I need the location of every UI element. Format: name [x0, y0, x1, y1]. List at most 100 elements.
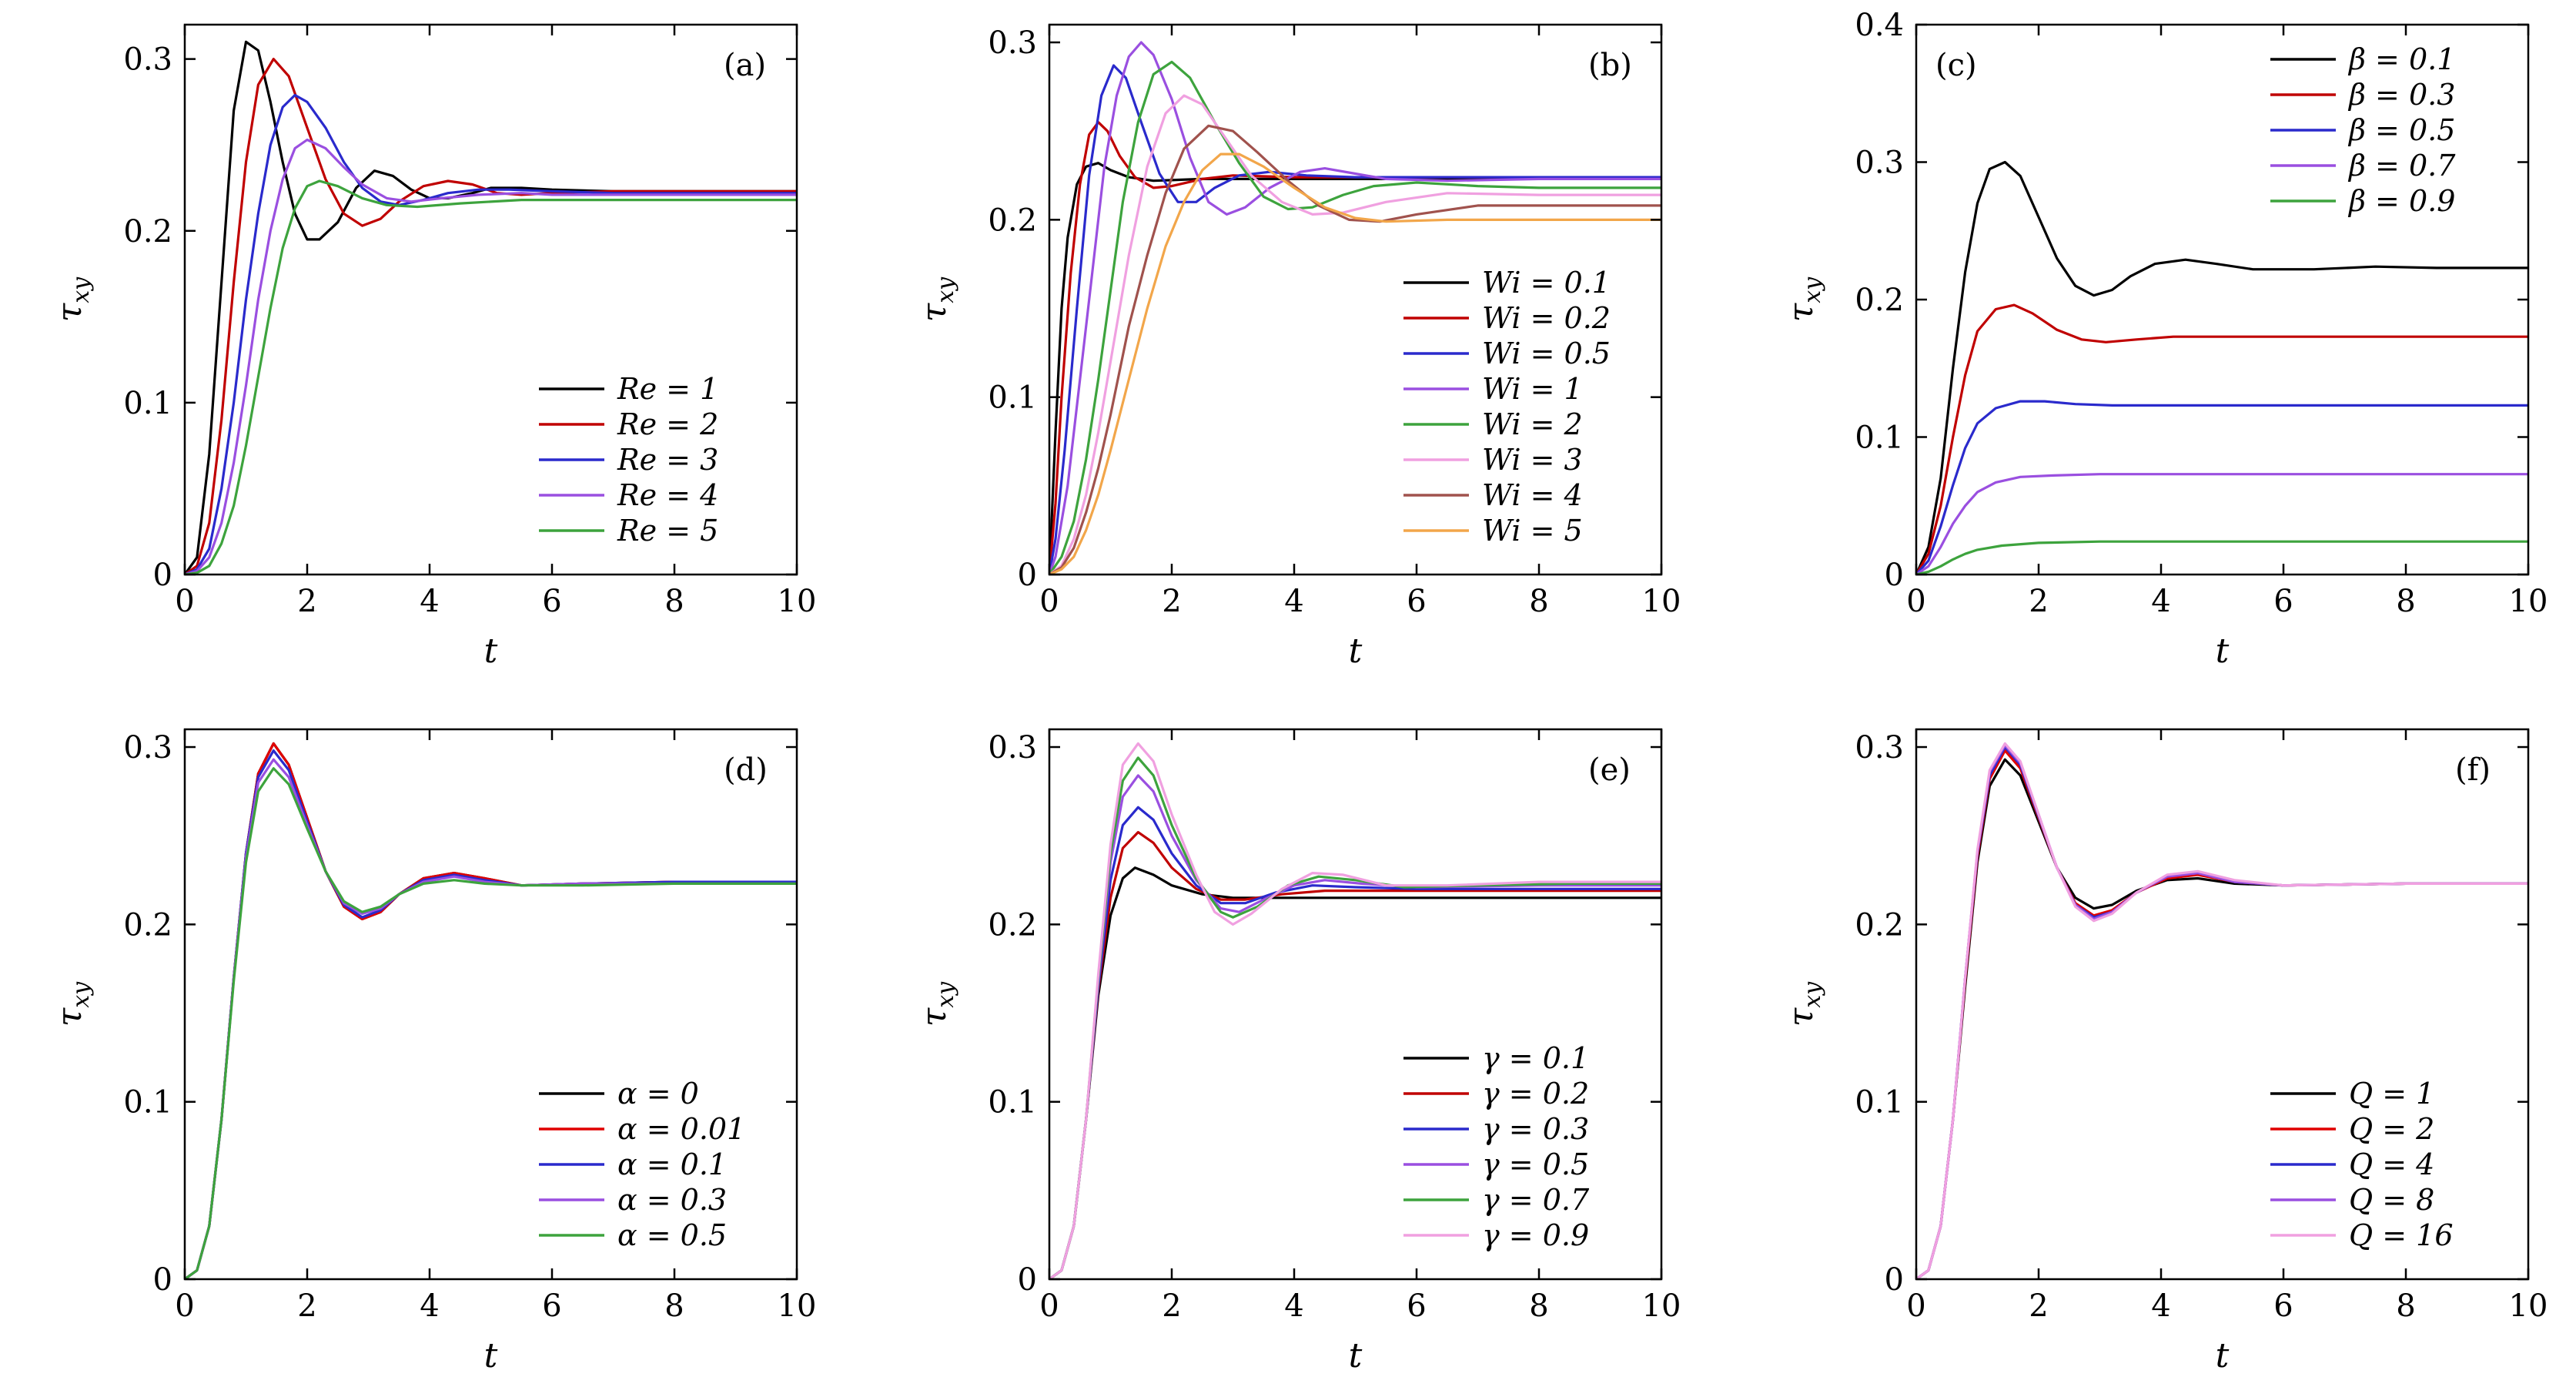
- y-tick-label: 0.2: [123, 214, 172, 250]
- series-group: [1916, 742, 2528, 1279]
- x-tick-label: 8: [2396, 1288, 2415, 1324]
- legend-label: β = 0.7: [2347, 149, 2456, 183]
- series-line-8: [1049, 152, 1661, 575]
- legend-label: β = 0.3: [2347, 78, 2455, 112]
- y-tick-label: 0.1: [1855, 1085, 1904, 1121]
- legend-label: Wi = 4: [1482, 478, 1583, 512]
- x-tick-label: 2: [297, 1288, 316, 1324]
- series-line-6: [1049, 94, 1661, 575]
- series-line-6: [1049, 742, 1661, 1279]
- series-line-5: [1049, 60, 1661, 575]
- y-tick-label: 0.3: [1855, 146, 1904, 181]
- x-tick-label: 10: [2509, 584, 2548, 619]
- y-tick-label: 0: [1018, 558, 1037, 593]
- x-tick-label: 0: [1906, 584, 1925, 619]
- x-tick-label: 2: [1162, 584, 1181, 619]
- series-group: [185, 742, 797, 1279]
- panel-tag: (c): [1935, 48, 1977, 83]
- legend-label: Q = 2: [2349, 1112, 2434, 1146]
- x-axis-label: t: [484, 1336, 498, 1375]
- x-tick-label: 2: [2029, 1288, 2048, 1324]
- y-tick-label: 0.4: [1855, 8, 1904, 43]
- x-tick-label: 10: [2509, 1288, 2548, 1324]
- x-tick-label: 6: [2273, 584, 2293, 619]
- plot-frame: [1048, 728, 1663, 1281]
- x-axis-label: t: [2216, 1336, 2230, 1375]
- legend-label: Wi = 0.5: [1482, 337, 1611, 370]
- y-axis-label: τxy: [915, 276, 959, 322]
- x-tick-label: 2: [2029, 584, 2048, 619]
- y-tick-label: 0.1: [988, 1085, 1037, 1121]
- legend-label: Re = 5: [617, 514, 718, 548]
- series-line-5: [185, 767, 797, 1279]
- series-line-7: [1049, 124, 1661, 575]
- legend-label: Wi = 0.2: [1482, 301, 1611, 335]
- x-tick-label: 4: [420, 1288, 439, 1324]
- x-tick-label: 0: [1039, 1288, 1059, 1324]
- legend: γ = 0.1γ = 0.2γ = 0.3γ = 0.5γ = 0.7γ = 0…: [1403, 1041, 1590, 1252]
- legend-label: α = 0.01: [617, 1112, 745, 1146]
- legend-label: γ = 0.2: [1482, 1077, 1589, 1111]
- panel-tag: (a): [724, 48, 766, 83]
- y-axis-label: τxy: [1781, 981, 1826, 1027]
- series-line-3: [185, 93, 797, 575]
- y-tick-label: 0: [153, 1262, 172, 1298]
- y-axis-label: τxy: [1781, 276, 1826, 322]
- x-tick-label: 0: [1039, 584, 1059, 619]
- panel-tag: (d): [724, 752, 768, 788]
- plot-frame: [1048, 23, 1663, 576]
- x-tick-label: 2: [1162, 1288, 1181, 1324]
- legend-label: Wi = 5: [1482, 514, 1583, 548]
- x-tick-label: 2: [297, 584, 316, 619]
- series-line-1: [1916, 160, 2528, 575]
- legend-label: Q = 4: [2349, 1147, 2434, 1181]
- x-tick-label: 0: [1906, 1288, 1925, 1324]
- y-tick-label: 0.3: [123, 42, 172, 78]
- y-tick-label: 0.1: [123, 386, 172, 421]
- y-tick-label: 0.2: [123, 907, 172, 943]
- legend-label: α = 0.3: [617, 1183, 727, 1217]
- series-line-4: [1049, 41, 1661, 575]
- plot-frame: [183, 23, 798, 576]
- legend-label: Wi = 2: [1482, 407, 1583, 441]
- legend-label: β = 0.1: [2347, 42, 2455, 76]
- legend-label: Re = 4: [617, 478, 718, 512]
- series-line-4: [185, 138, 797, 575]
- x-tick-label: 0: [175, 584, 194, 619]
- x-tick-label: 4: [2151, 584, 2170, 619]
- y-tick-label: 0: [1018, 1262, 1037, 1298]
- y-tick-label: 0.1: [123, 1085, 172, 1121]
- series-line-4: [1916, 473, 2528, 575]
- x-tick-label: 8: [664, 584, 684, 619]
- x-axis-label: t: [1349, 1336, 1363, 1375]
- x-tick-label: 4: [1284, 1288, 1303, 1324]
- legend-label: Re = 2: [617, 407, 718, 441]
- legend-label: Q = 16: [2349, 1218, 2454, 1252]
- y-tick-label: 0: [1885, 558, 1904, 593]
- series-line-5: [185, 179, 797, 575]
- series-line-2: [1916, 303, 2528, 575]
- series-group: [1049, 742, 1661, 1279]
- legend-label: Re = 1: [617, 372, 718, 406]
- legend-label: β = 0.5: [2347, 113, 2455, 147]
- x-tick-label: 0: [175, 1288, 194, 1324]
- legend-label: α = 0.5: [617, 1218, 727, 1252]
- x-tick-label: 6: [1407, 584, 1426, 619]
- y-tick-label: 0: [1885, 1262, 1904, 1298]
- legend: α = 0α = 0.01α = 0.1α = 0.3α = 0.5: [539, 1077, 745, 1252]
- legend-label: Wi = 0.1: [1482, 266, 1611, 300]
- series-line-5: [1916, 540, 2528, 575]
- legend-label: γ = 0.7: [1482, 1183, 1590, 1217]
- legend-label: Re = 3: [617, 443, 718, 477]
- legend-label: β = 0.9: [2347, 184, 2455, 218]
- legend-label: Wi = 1: [1482, 372, 1583, 406]
- y-tick-label: 0.2: [988, 203, 1037, 238]
- plot-frame: [183, 728, 798, 1281]
- legend-label: γ = 0.1: [1482, 1041, 1589, 1075]
- legend-label: γ = 0.5: [1482, 1147, 1589, 1181]
- legend-label: α = 0.1: [617, 1147, 727, 1181]
